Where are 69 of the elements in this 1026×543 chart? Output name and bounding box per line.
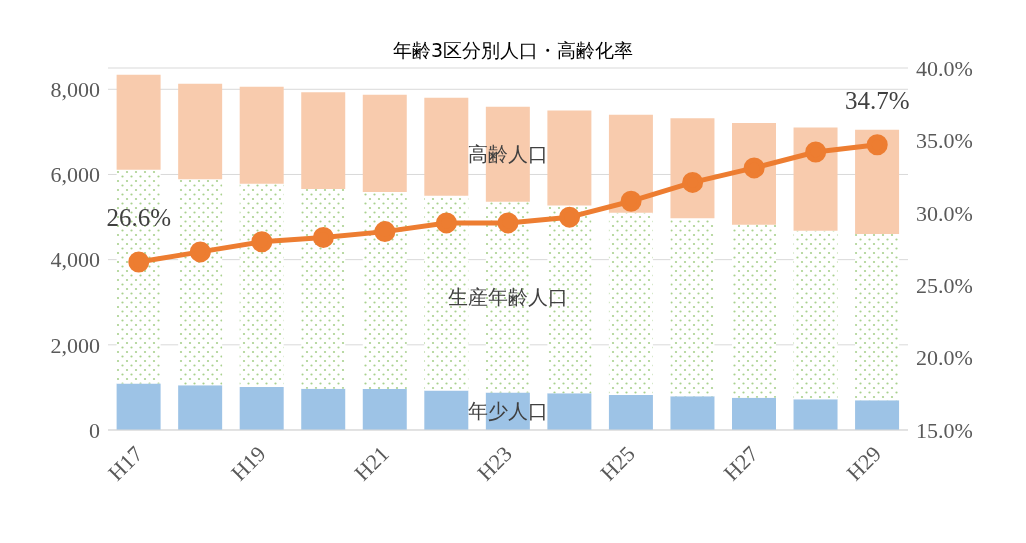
bar (424, 97, 469, 196)
bar (301, 388, 346, 430)
bar (178, 83, 223, 180)
y2-tick-label: 35.0% (916, 128, 973, 154)
x-tick-label: H19 (226, 441, 271, 486)
bar (116, 74, 161, 170)
y2-tick-label: 25.0% (916, 273, 973, 299)
bar (670, 218, 715, 397)
bar (362, 191, 407, 390)
bar (362, 389, 407, 430)
point (682, 171, 704, 193)
point (559, 206, 581, 228)
data-label: 34.7% (844, 86, 910, 114)
bar (608, 212, 653, 396)
bar (116, 383, 161, 430)
bar (547, 110, 592, 206)
y2-tick-label: 40.0% (916, 55, 973, 81)
point (251, 231, 273, 253)
y2-tick-label: 20.0% (916, 345, 973, 371)
y2-tick-label: 15.0% (916, 417, 973, 443)
bar (793, 127, 838, 231)
y-tick-label: 8,000 (50, 77, 100, 103)
bar (855, 400, 900, 430)
bar (424, 195, 469, 391)
y-tick-label: 0 (89, 417, 100, 443)
bar (793, 230, 838, 400)
bar (732, 224, 776, 398)
bar (178, 385, 223, 430)
bar (670, 396, 715, 430)
point (620, 190, 642, 212)
point (805, 141, 827, 163)
point (497, 212, 519, 234)
x-tick-label: H17 (103, 441, 148, 486)
x-tick-label: H29 (841, 441, 887, 486)
point (743, 157, 765, 179)
point (866, 134, 888, 156)
bar (608, 395, 653, 430)
bar (178, 179, 223, 386)
y-tick-label: 2,000 (50, 332, 100, 358)
bar (855, 129, 900, 235)
bar (301, 188, 346, 389)
point (128, 251, 150, 273)
point (312, 226, 334, 248)
bar (793, 399, 838, 430)
bar (301, 92, 346, 189)
bar (855, 234, 900, 401)
chart-title: 年齢3区分別人口・高齢化率 (392, 39, 634, 61)
y2-tick-label: 30.0% (916, 200, 973, 226)
point (189, 241, 211, 263)
y-tick-label: 6,000 (50, 162, 100, 188)
bar (424, 390, 469, 430)
x-tick-label: H27 (718, 441, 763, 486)
y-tick-label: 4,000 (50, 247, 100, 273)
bar (362, 94, 407, 192)
x-tick-label: H23 (472, 441, 517, 486)
x-tick-label: H25 (595, 441, 640, 486)
series-label: 年少人口 (467, 400, 548, 423)
bar (732, 397, 776, 430)
point (374, 221, 396, 243)
bar (239, 86, 284, 184)
data-label: 26.6% (106, 204, 172, 232)
bar (547, 205, 592, 394)
series-label: 生産年齢人口 (447, 286, 568, 309)
series-label: 高齢人口 (467, 143, 548, 166)
bar (239, 386, 284, 430)
bar (239, 183, 284, 387)
x-tick-label: H21 (349, 441, 394, 486)
bar (547, 393, 592, 430)
point (435, 212, 457, 234)
